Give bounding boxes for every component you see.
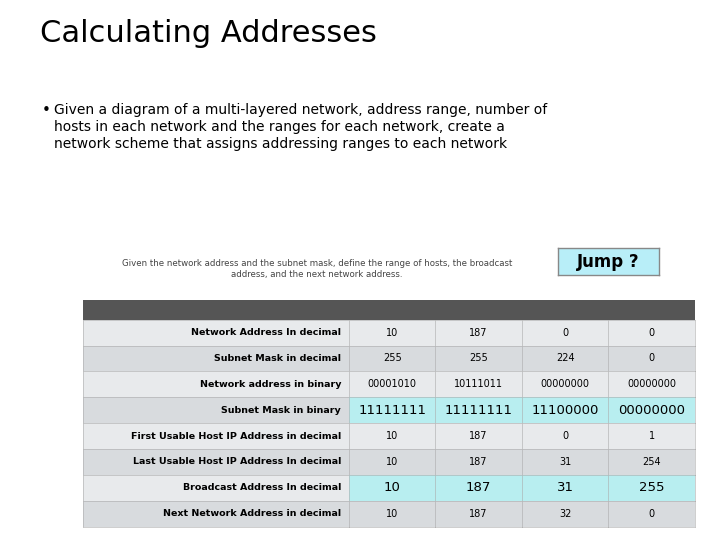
Text: 0: 0 — [562, 431, 568, 441]
Text: •: • — [42, 103, 50, 118]
Text: 0: 0 — [649, 509, 654, 518]
Text: 187: 187 — [469, 431, 488, 441]
Text: 10: 10 — [386, 457, 398, 467]
Text: address, and the next network address.: address, and the next network address. — [231, 270, 402, 279]
Text: Subnet Mask in decimal: Subnet Mask in decimal — [214, 354, 341, 363]
Text: 10: 10 — [386, 431, 398, 441]
Text: 11111111: 11111111 — [359, 404, 426, 417]
Text: 0: 0 — [649, 354, 654, 363]
Text: First Usable Host IP Address in decimal: First Usable Host IP Address in decimal — [131, 431, 341, 441]
Text: 10: 10 — [384, 481, 400, 494]
Text: 00000000: 00000000 — [627, 379, 676, 389]
Text: 10111011: 10111011 — [454, 379, 503, 389]
Text: Next Network Address in decimal: Next Network Address in decimal — [163, 509, 341, 518]
Text: 00000000: 00000000 — [618, 404, 685, 417]
Text: network scheme that assigns addressing ranges to each network: network scheme that assigns addressing r… — [54, 137, 507, 151]
Text: 32: 32 — [559, 509, 572, 518]
Text: 224: 224 — [556, 354, 575, 363]
Text: 187: 187 — [469, 509, 488, 518]
Text: 255: 255 — [383, 354, 402, 363]
Text: hosts in each network and the ranges for each network, create a: hosts in each network and the ranges for… — [54, 120, 505, 134]
Text: 11111111: 11111111 — [445, 404, 513, 417]
Text: Given the network address and the subnet mask, define the range of hosts, the br: Given the network address and the subnet… — [122, 259, 512, 268]
Text: Network address in binary: Network address in binary — [199, 380, 341, 389]
Text: 00000000: 00000000 — [541, 379, 590, 389]
Text: 10: 10 — [386, 328, 398, 338]
Text: Broadcast Address In decimal: Broadcast Address In decimal — [183, 483, 341, 492]
Text: 31: 31 — [557, 481, 574, 494]
Text: Calculating Addresses: Calculating Addresses — [40, 19, 377, 48]
Text: 00001010: 00001010 — [368, 379, 417, 389]
Text: 254: 254 — [642, 457, 661, 467]
Text: 31: 31 — [559, 457, 571, 467]
Text: Network Address In decimal: Network Address In decimal — [191, 328, 341, 337]
Text: 1: 1 — [649, 431, 654, 441]
Text: Last Usable Host IP Address In decimal: Last Usable Host IP Address In decimal — [132, 457, 341, 467]
Text: 10: 10 — [386, 509, 398, 518]
Text: 0: 0 — [562, 328, 568, 338]
Text: 187: 187 — [469, 328, 488, 338]
Text: 187: 187 — [466, 481, 491, 494]
Text: 255: 255 — [469, 354, 488, 363]
Text: Given a diagram of a multi-layered network, address range, number of: Given a diagram of a multi-layered netwo… — [54, 103, 547, 117]
Text: Subnet Mask in binary: Subnet Mask in binary — [221, 406, 341, 415]
Text: 0: 0 — [649, 328, 654, 338]
Text: Jump ?: Jump ? — [577, 253, 639, 271]
Text: 255: 255 — [639, 481, 665, 494]
Text: 187: 187 — [469, 457, 488, 467]
Text: 11100000: 11100000 — [531, 404, 599, 417]
